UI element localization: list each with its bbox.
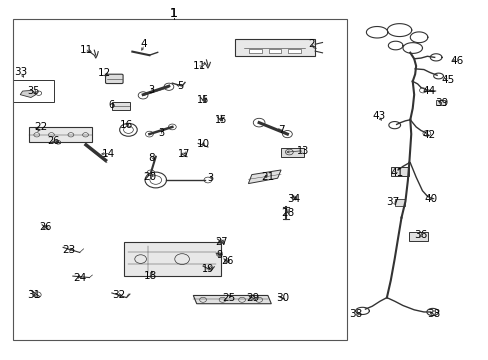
Text: 11: 11 (193, 61, 206, 71)
Bar (268, 49, 281, 53)
Text: 13: 13 (296, 145, 308, 156)
Text: 1: 1 (169, 7, 177, 20)
Bar (13, 80, 54, 102)
Text: 24: 24 (73, 273, 86, 283)
Text: 43: 43 (371, 111, 385, 121)
Text: 3: 3 (158, 129, 164, 138)
Text: 40: 40 (423, 194, 436, 204)
Text: 25: 25 (222, 293, 235, 303)
Text: 14: 14 (101, 149, 114, 159)
Bar (112, 102, 130, 110)
Polygon shape (248, 170, 281, 184)
Text: 26: 26 (47, 136, 60, 146)
Text: 28: 28 (280, 208, 293, 218)
Polygon shape (20, 90, 36, 98)
Bar (390, 167, 408, 176)
Text: 35: 35 (28, 86, 40, 96)
Text: 16: 16 (120, 121, 133, 130)
Text: 46: 46 (449, 56, 462, 66)
Text: 15: 15 (197, 95, 209, 105)
Text: 5: 5 (177, 81, 183, 91)
Text: 8: 8 (148, 153, 155, 163)
Bar (408, 232, 427, 241)
Text: 33: 33 (15, 67, 28, 77)
Text: 29: 29 (246, 293, 259, 303)
Text: 19: 19 (202, 264, 214, 274)
Text: 23: 23 (62, 245, 76, 255)
Text: 31: 31 (27, 291, 41, 301)
Text: 38: 38 (426, 310, 439, 319)
Text: 32: 32 (112, 291, 125, 301)
Text: 11: 11 (79, 45, 92, 55)
Text: 45: 45 (441, 75, 454, 85)
Text: 34: 34 (287, 194, 300, 204)
Polygon shape (193, 296, 271, 304)
Text: 30: 30 (275, 293, 288, 303)
FancyBboxPatch shape (105, 74, 123, 84)
Bar (394, 199, 405, 206)
Text: 39: 39 (434, 98, 447, 108)
Text: 42: 42 (421, 130, 434, 140)
Text: 20: 20 (142, 172, 156, 182)
Text: 18: 18 (144, 271, 157, 281)
Text: 22: 22 (34, 122, 47, 132)
Text: 26: 26 (40, 222, 52, 232)
Text: 7: 7 (277, 125, 284, 135)
Text: 2: 2 (307, 40, 314, 49)
Text: 37: 37 (386, 197, 399, 207)
Text: 10: 10 (196, 139, 209, 149)
Bar (13, 19, 346, 339)
Text: 17: 17 (178, 149, 190, 159)
Text: 27: 27 (214, 237, 227, 247)
Text: 9: 9 (216, 249, 222, 260)
Text: 38: 38 (348, 310, 362, 319)
Text: 36: 36 (413, 230, 427, 239)
Text: 15: 15 (215, 115, 227, 125)
Text: 41: 41 (389, 168, 403, 178)
Bar (435, 100, 445, 105)
Bar (281, 148, 304, 157)
Bar (234, 39, 315, 56)
Bar (288, 49, 300, 53)
Text: 1: 1 (169, 7, 177, 20)
Bar (123, 242, 221, 276)
Bar (29, 127, 92, 142)
Text: 3: 3 (207, 173, 213, 183)
Text: 44: 44 (421, 86, 434, 96)
Bar (249, 49, 261, 53)
Text: 4: 4 (140, 40, 146, 49)
Text: 21: 21 (261, 172, 274, 182)
Text: 26: 26 (220, 256, 233, 266)
Text: 3: 3 (148, 85, 155, 95)
Text: 12: 12 (97, 68, 110, 78)
Text: 6: 6 (109, 100, 115, 110)
